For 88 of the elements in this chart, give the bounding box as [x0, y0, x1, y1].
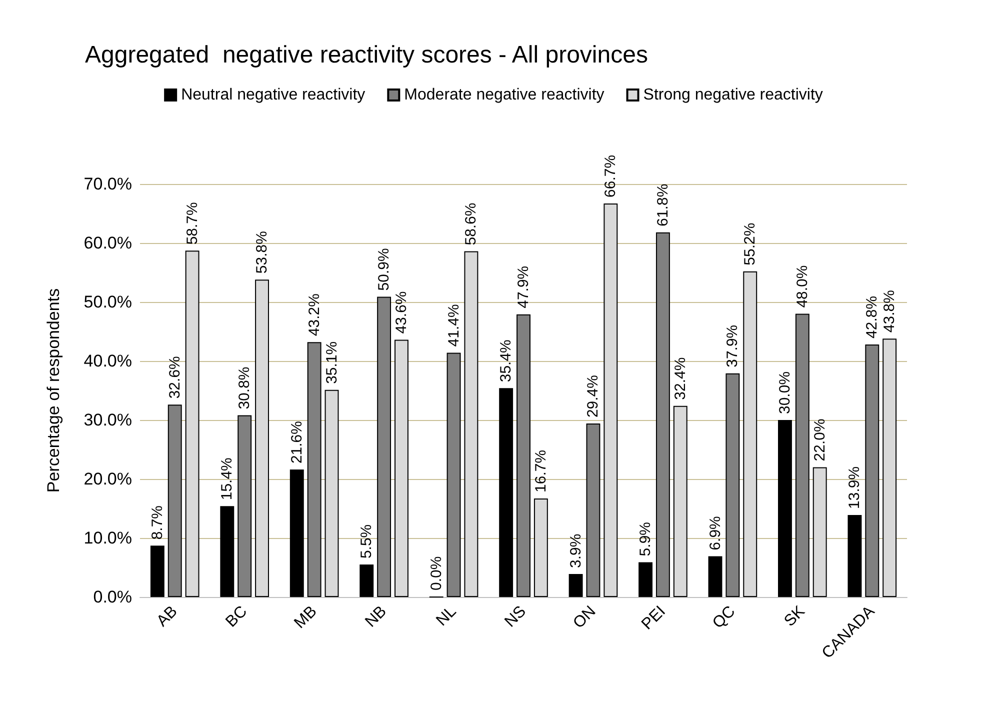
data-label: 43.8%: [881, 290, 898, 333]
data-label: 37.9%: [724, 324, 742, 368]
data-label: 15.4%: [218, 458, 236, 500]
bar: [865, 344, 880, 597]
bar: [220, 506, 234, 597]
bar: [168, 404, 182, 597]
bar: [499, 388, 514, 597]
x-tick-label: BC: [222, 602, 251, 631]
data-label: 13.9%: [846, 466, 864, 509]
x-tick-label: MB: [291, 602, 320, 632]
y-axis-title: Percentage of respondents: [44, 288, 63, 493]
bar: [360, 564, 374, 597]
legend-label: Neutral negative reactivity: [181, 86, 366, 104]
data-label: 58.7%: [184, 202, 201, 245]
x-tick-label: NS: [502, 602, 530, 631]
bar: [394, 340, 408, 597]
bar: [568, 574, 583, 597]
y-tick-label: 40.0%: [84, 352, 132, 370]
data-label: 55.2%: [742, 222, 759, 266]
bar: [778, 420, 792, 597]
y-tick-label: 50.0%: [84, 292, 132, 312]
y-tick-label: 20.0%: [84, 470, 132, 488]
data-label: 21.6%: [288, 421, 306, 464]
data-label: 5.9%: [637, 522, 654, 556]
legend-label: Strong negative reactivity: [643, 86, 823, 104]
data-label: 35.1%: [323, 341, 340, 384]
data-label: 5.5%: [358, 524, 376, 559]
bar: [446, 352, 461, 597]
x-tick-label: ON: [570, 602, 600, 632]
data-label: 50.9%: [376, 248, 393, 291]
data-label: 35.4%: [498, 340, 515, 382]
data-label: 43.2%: [306, 294, 323, 336]
bar: [150, 546, 164, 597]
data-label: 66.7%: [602, 154, 620, 198]
chart-title: Aggregated negative reactivity scores - All provinces: [85, 42, 648, 68]
data-label: 29.4%: [584, 374, 602, 418]
bar: [848, 514, 862, 597]
x-tick-label: NL: [433, 602, 460, 630]
bar: [673, 406, 688, 597]
data-label: 32.6%: [166, 356, 184, 399]
bar: [516, 314, 530, 597]
legend-label: Moderate negative reactivity: [404, 86, 604, 104]
data-label: 47.9%: [515, 266, 532, 308]
bar: [534, 498, 548, 597]
data-label: 22.0%: [811, 418, 828, 462]
data-label: 16.7%: [532, 450, 550, 492]
bar: [377, 296, 392, 597]
bar: [586, 424, 600, 597]
data-label: 0.0%: [428, 556, 445, 590]
bar: [638, 562, 652, 597]
y-tick-label: 70.0%: [84, 174, 132, 194]
bar: [743, 271, 758, 597]
data-label: 32.4%: [672, 357, 689, 400]
x-tick-label: AB: [154, 602, 181, 630]
bar: [324, 390, 339, 597]
data-label: 30.8%: [236, 366, 254, 410]
data-label: 3.9%: [567, 534, 584, 568]
y-tick-label: 10.0%: [84, 528, 132, 548]
x-tick-label: PEI: [638, 602, 669, 634]
bar: [795, 314, 810, 597]
bar: [238, 415, 252, 597]
bar: [812, 467, 827, 597]
bar: [882, 338, 897, 597]
data-label: 6.9%: [706, 516, 724, 550]
bar: [726, 373, 740, 597]
bar: [464, 251, 478, 597]
data-label: 43.6%: [392, 291, 410, 334]
data-label: 48.0%: [794, 265, 811, 308]
bar: [708, 556, 722, 597]
data-label: 53.8%: [254, 231, 271, 274]
data-label: 42.8%: [864, 296, 881, 338]
bar: [290, 470, 304, 597]
bar: [185, 250, 200, 597]
x-tick-label: NB: [362, 602, 390, 631]
data-label: 41.4%: [445, 304, 462, 347]
data-label: 30.0%: [776, 371, 794, 414]
data-label: 61.8%: [654, 184, 672, 226]
bar: [255, 280, 269, 597]
x-tick-label: QC: [710, 602, 739, 632]
y-tick-label: 0.0%: [93, 588, 132, 606]
y-tick-label: 60.0%: [84, 234, 132, 252]
bar: [307, 342, 322, 597]
data-label: 58.6%: [462, 202, 480, 246]
y-tick-label: 30.0%: [84, 410, 132, 430]
x-tick-label: SK: [781, 602, 809, 630]
bar: [604, 203, 618, 597]
data-label: 8.7%: [148, 505, 166, 540]
bar: [656, 232, 670, 597]
